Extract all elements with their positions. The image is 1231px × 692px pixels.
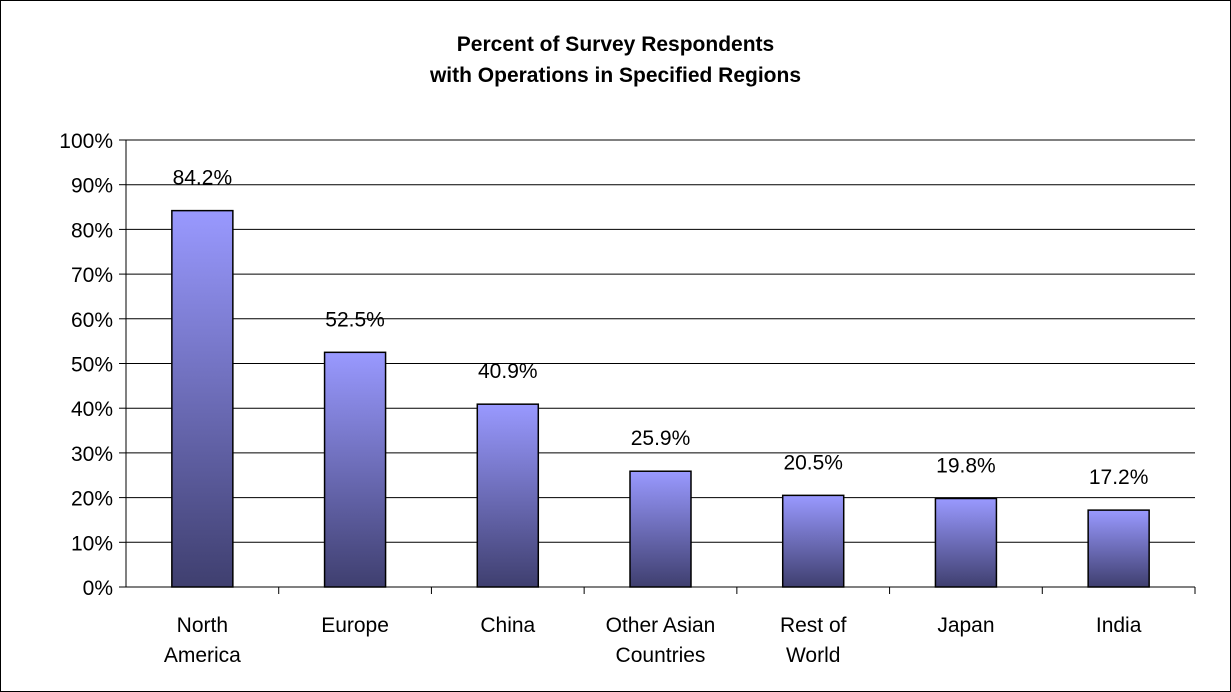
- x-tick-label: China: [480, 614, 535, 637]
- data-label: 84.2%: [173, 167, 233, 190]
- x-tick-label: Japan: [937, 614, 994, 637]
- data-label: 19.8%: [936, 454, 996, 477]
- bar: [781, 494, 845, 588]
- data-label: 52.5%: [325, 308, 385, 331]
- axes: [119, 139, 1196, 594]
- gridlines: [126, 139, 1195, 543]
- x-tick-label: Europe: [321, 614, 389, 637]
- y-tick-label: 70%: [71, 264, 113, 287]
- chart-title-line-1: Percent of Survey Respondents: [456, 33, 775, 56]
- data-label: 20.5%: [783, 451, 843, 474]
- bar: [171, 209, 234, 588]
- bar: [476, 403, 540, 588]
- bars: [171, 209, 1150, 588]
- chart-title: Percent of Survey Respondents with Opera…: [0, 29, 1231, 91]
- x-tick-label: India: [1096, 614, 1142, 637]
- bar: [323, 351, 387, 588]
- x-tick-label: Rest of: [780, 614, 847, 637]
- x-tick-label: Countries: [616, 644, 706, 667]
- bar: [629, 470, 692, 588]
- chart-title-line-2: with Operations in Specified Regions: [429, 64, 802, 87]
- y-tick-label: 100%: [59, 130, 113, 153]
- y-tick-label: 10%: [71, 532, 113, 555]
- data-label: 25.9%: [631, 427, 691, 450]
- y-tick-label: 0%: [83, 577, 113, 600]
- bar: [934, 497, 998, 588]
- y-tick-label: 20%: [71, 488, 113, 511]
- y-tick-label: 40%: [71, 398, 113, 421]
- x-tick-label: World: [786, 644, 840, 667]
- data-label: 40.9%: [478, 360, 538, 383]
- labels: 0% 10% 20% 30% 40% 50% 60% 70% 80% 90% 100% 84.2% No…: [59, 130, 1148, 667]
- bar: [1087, 509, 1150, 588]
- x-tick-label: North: [177, 614, 228, 637]
- x-tick-label: America: [164, 644, 241, 667]
- y-tick-label: 30%: [71, 443, 113, 466]
- y-tick-label: 90%: [71, 175, 113, 198]
- y-tick-label: 60%: [71, 309, 113, 332]
- data-label: 17.2%: [1089, 466, 1149, 489]
- y-tick-label: 80%: [71, 219, 113, 242]
- x-tick-label: Other Asian: [606, 614, 716, 637]
- y-tick-label: 50%: [71, 354, 113, 377]
